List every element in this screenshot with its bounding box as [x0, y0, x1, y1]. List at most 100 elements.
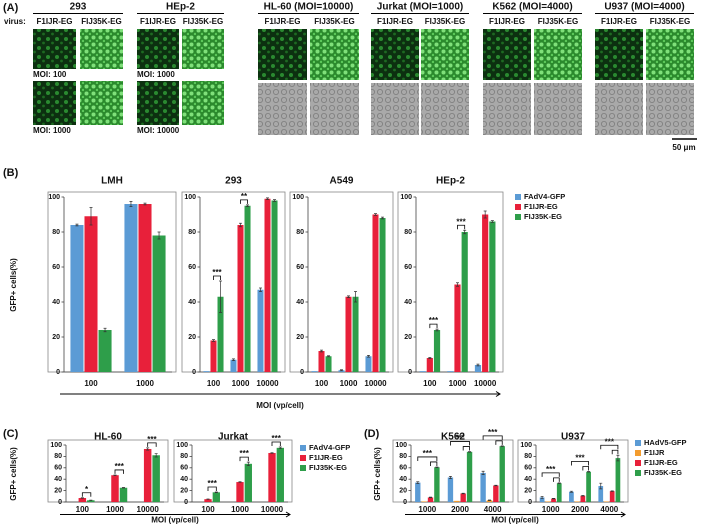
y-tick-label: 80: [188, 229, 196, 236]
legend-swatch: [635, 460, 641, 466]
panel-label: (A): [3, 2, 19, 14]
significance-bracket: [271, 441, 281, 446]
chart-title: Jurkat: [218, 432, 249, 443]
bar: [609, 491, 615, 502]
chart-title: 293: [225, 176, 242, 187]
y-tick-label: 0: [408, 369, 412, 376]
y-tick-label: 80: [52, 229, 60, 236]
bar: [461, 232, 468, 372]
bar: [70, 225, 84, 372]
micrograph: [182, 29, 224, 69]
bar: [325, 356, 332, 372]
bar: [372, 214, 379, 372]
bar: [421, 501, 427, 502]
y-tick-label: 0: [58, 499, 62, 506]
error-bar: [320, 349, 323, 353]
significance-label: ***: [546, 465, 556, 474]
significance-bracket: [553, 477, 560, 482]
error-bar: [113, 474, 117, 476]
micrograph: [646, 29, 694, 80]
bar: [217, 296, 224, 372]
error-bar: [416, 481, 420, 484]
row-label: MOI: 10000: [137, 126, 180, 135]
bar: [460, 493, 466, 502]
significance-bracket: [240, 199, 248, 204]
y-tick-label: 100: [292, 194, 304, 201]
x-tick-label: 1000: [340, 379, 358, 388]
bar: [237, 225, 244, 372]
column-label: F1IJR-EG: [264, 17, 300, 26]
y-tick-label: 80: [180, 453, 188, 460]
significance-bracket: [457, 224, 466, 230]
error-bar: [494, 484, 498, 487]
y-tick-label: 60: [399, 465, 407, 472]
micrograph: [371, 29, 419, 80]
error-bar: [246, 461, 250, 466]
error-bar: [468, 451, 472, 453]
error-bar: [374, 213, 377, 216]
error-bar: [461, 492, 465, 495]
bar: [78, 498, 87, 502]
y-tick-label: 40: [524, 476, 532, 483]
legend-label: FIJ35K-EG: [644, 468, 682, 477]
bar: [138, 204, 152, 372]
y-tick-label: 0: [192, 369, 196, 376]
group-title: U937 (MOI=4000): [604, 2, 684, 13]
row-label: MOI: 1000: [137, 70, 175, 79]
bar: [111, 475, 119, 502]
error-bar: [483, 210, 487, 219]
bar: [586, 471, 591, 502]
micrograph: [137, 29, 179, 69]
y-tick-label: 100: [520, 442, 532, 449]
chart-title: LMH: [101, 176, 123, 187]
micrograph: [182, 81, 224, 125]
error-bar: [239, 222, 242, 228]
significance-bracket: [147, 442, 157, 447]
y-tick-label: 40: [180, 476, 188, 483]
y-axis-label: GFP+ cells(%): [373, 447, 382, 501]
group-title: 293: [70, 2, 87, 13]
error-bar: [381, 216, 385, 220]
significance-bracket: [239, 456, 249, 462]
x-tick-label: 10000: [474, 379, 497, 388]
bar: [574, 501, 580, 502]
x-tick-label: 1000: [232, 379, 250, 388]
error-bar: [231, 358, 235, 361]
x-tick-label: 4000: [600, 505, 618, 514]
y-tick-label: 100: [48, 194, 60, 201]
group-title: K562 (MOI=4000): [492, 2, 572, 13]
error-bar: [146, 447, 150, 451]
chart-title: A549: [330, 176, 354, 187]
y-tick-label: 20: [52, 334, 60, 341]
error-bar: [214, 491, 218, 493]
brightfield: [595, 83, 643, 135]
significance-label: ***: [455, 434, 465, 443]
error-bar: [129, 201, 133, 207]
significance-bracket: [429, 323, 438, 329]
y-tick-label: 40: [52, 299, 60, 306]
row-label: MOI: 1000: [33, 126, 71, 135]
bar: [426, 358, 433, 372]
bar: [556, 483, 562, 502]
bar: [580, 495, 586, 502]
micrograph: [421, 29, 469, 80]
scale-bar-label: 50 μm: [672, 143, 695, 152]
bar: [454, 284, 461, 372]
y-tick-label: 40: [399, 476, 407, 483]
y-tick-label: 0: [184, 499, 188, 506]
error-bar: [610, 490, 614, 492]
y-tick-label: 100: [176, 442, 188, 449]
bar: [474, 365, 482, 372]
error-bar: [587, 471, 591, 473]
column-label: F1IJR-EG: [377, 17, 413, 26]
significance-bracket: [611, 449, 619, 455]
significance-label: *: [85, 485, 89, 494]
bar: [604, 501, 609, 502]
significance-label: ***: [456, 217, 466, 226]
error-bar: [599, 482, 603, 490]
bar: [244, 463, 252, 502]
bar: [454, 500, 460, 502]
y-tick-label: 0: [528, 499, 532, 506]
brightfield: [258, 83, 307, 135]
